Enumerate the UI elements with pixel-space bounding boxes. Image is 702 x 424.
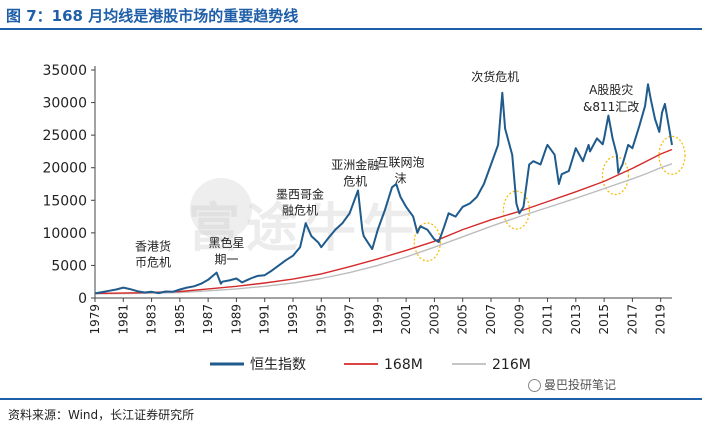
x-tick-label: 1989 <box>229 304 243 335</box>
annotation: 期一 <box>215 252 239 266</box>
y-tick-label: 15000 <box>42 193 87 209</box>
x-tick-label: 1983 <box>145 304 159 335</box>
x-tick-label: 2019 <box>654 304 668 335</box>
account-name: 曼巴投研笔记 <box>544 378 617 392</box>
annotation: 亚洲金融 <box>331 157 379 172</box>
highlight-circle <box>502 190 531 230</box>
account-watermark: 曼巴投研笔记 <box>528 376 616 393</box>
x-tick-label: 1979 <box>88 304 102 335</box>
x-tick-label: 2011 <box>541 304 555 335</box>
figure-title: 图 7：168 月均线是港股市场的重要趋势线 <box>6 7 299 25</box>
y-tick-label: 20000 <box>42 161 87 177</box>
y-tick-label: 35000 <box>42 63 87 79</box>
x-tick-label: 2013 <box>569 304 583 335</box>
annotation: A股股灾 <box>589 82 633 97</box>
annotation: 次货危机 <box>471 69 519 84</box>
wechat-icon <box>528 379 541 392</box>
background-watermark-icon <box>190 178 252 240</box>
source-note: 资料来源：Wind，长江证券研究所 <box>8 408 195 422</box>
highlight-circle <box>601 155 630 196</box>
background-watermark: 富途牛牛 <box>188 199 421 259</box>
x-tick-label: 1993 <box>286 304 300 335</box>
annotation: 危机 <box>343 174 367 188</box>
x-tick-label: 1997 <box>343 304 357 335</box>
x-tick-label: 2007 <box>484 304 498 335</box>
y-tick-label: 25000 <box>42 128 87 144</box>
y-tick-label: 30000 <box>42 96 87 112</box>
annotation: 黑色星 <box>209 236 245 250</box>
y-tick-label: 5000 <box>51 258 87 274</box>
x-tick-label: 2017 <box>625 304 639 335</box>
x-tick-label: 2005 <box>456 304 470 335</box>
x-tick-label: 2001 <box>399 304 413 335</box>
x-tick-label: 1981 <box>116 304 130 335</box>
x-tick-label: 1999 <box>371 304 385 335</box>
x-tick-label: 2015 <box>597 304 611 335</box>
series-hsi <box>94 83 673 295</box>
y-tick-label: 10000 <box>42 226 87 242</box>
annotation: 互联网泡 <box>376 155 424 169</box>
x-tick-label: 1995 <box>314 304 328 335</box>
x-tick-label: 2009 <box>512 304 526 335</box>
annotation: 沫 <box>394 172 406 186</box>
chart: 0 5000 10000 15000 20000 25000 30000 35000 1979 1… <box>42 63 686 373</box>
annotation: 香港货 <box>135 238 171 253</box>
x-tick-label: 2003 <box>427 304 441 335</box>
annotation: 币危机 <box>135 256 171 270</box>
series-216m <box>94 163 673 295</box>
x-tick-label: 1991 <box>258 304 272 335</box>
legend-label-1: 168M <box>384 357 423 373</box>
x-tick-label: 1987 <box>201 304 215 335</box>
annotation: 墨西哥金 <box>276 186 324 201</box>
x-tick-label: 1985 <box>173 304 187 335</box>
source-bar: 资料来源：Wind，长江证券研究所 <box>0 398 702 424</box>
y-tick-label: 0 <box>78 291 87 307</box>
highlight-circle <box>658 135 686 175</box>
highlight-circle <box>413 222 441 262</box>
title-bar: 图 7：168 月均线是港股市场的重要趋势线 <box>0 0 702 30</box>
legend-label-2: 216M <box>492 357 531 373</box>
annotation: &811汇改 <box>583 100 639 114</box>
legend-label-0: 恒生指数 <box>250 357 306 373</box>
series-168m <box>94 148 673 295</box>
annotation: 融危机 <box>282 204 318 218</box>
